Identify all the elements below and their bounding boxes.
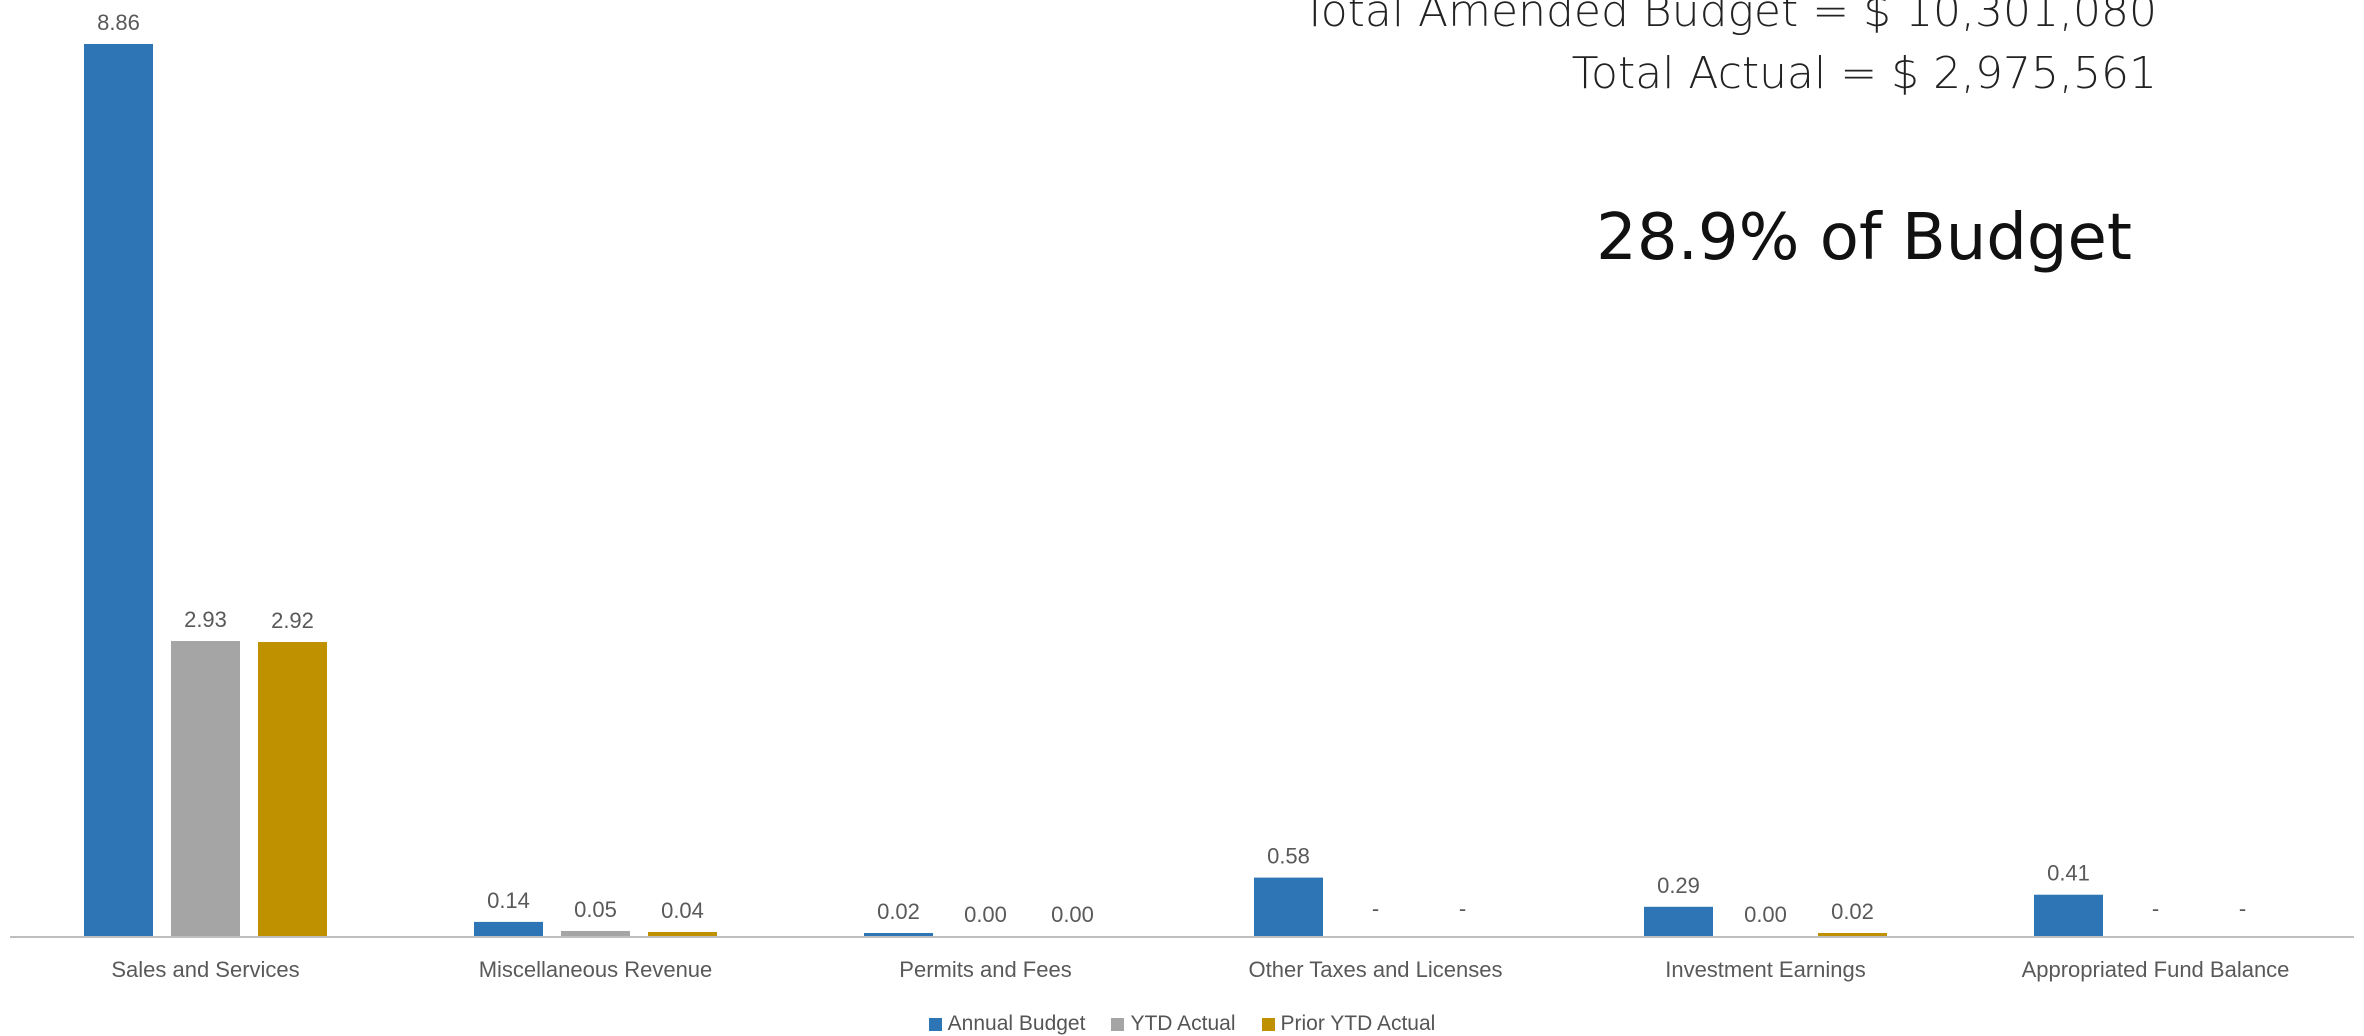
legend-item-annual-budget: Annual Budget [929, 1012, 1086, 1036]
bar [1818, 933, 1887, 936]
category-label: Other Taxes and Licenses [1249, 957, 1503, 982]
data-label: 0.05 [574, 897, 617, 922]
data-label: - [2152, 896, 2159, 921]
data-label: 0.41 [2047, 861, 2090, 886]
bar [474, 922, 543, 936]
category-label: Investment Earnings [1665, 957, 1866, 982]
category-label: Appropriated Fund Balance [2022, 957, 2290, 982]
legend-swatch-ytd-actual [1111, 1018, 1124, 1031]
category-label: Miscellaneous Revenue [479, 957, 713, 982]
legend-label: YTD Actual [1130, 1012, 1235, 1036]
data-label: - [1372, 896, 1379, 921]
data-label: 0.04 [661, 898, 704, 923]
bar [258, 642, 327, 936]
bar [561, 931, 630, 936]
category-label: Sales and Services [111, 957, 299, 982]
category-label: Permits and Fees [899, 957, 1071, 982]
data-label: 2.92 [271, 608, 314, 633]
bar [648, 932, 717, 936]
bar [84, 44, 153, 936]
data-label: 2.93 [184, 607, 227, 632]
data-label: 0.00 [1744, 902, 1787, 927]
data-label: 0.02 [877, 899, 920, 924]
bar [1644, 907, 1713, 936]
data-label: 0.00 [1051, 902, 1094, 927]
data-label: 0.14 [487, 888, 530, 913]
data-label: 0.58 [1267, 844, 1310, 869]
data-label: 0.29 [1657, 873, 1700, 898]
legend-item-prior-ytd-actual: Prior YTD Actual [1262, 1012, 1436, 1036]
chart-legend: Annual Budget YTD Actual Prior YTD Actua… [0, 1012, 2364, 1036]
data-label: 0.02 [1831, 899, 1874, 924]
legend-label: Prior YTD Actual [1281, 1012, 1436, 1036]
legend-item-ytd-actual: YTD Actual [1111, 1012, 1235, 1036]
data-label: 8.86 [97, 10, 140, 35]
bar-chart: 8.86 2.93 2.92 Sales and Services 0.14 0.05 0.… [0, 0, 2364, 1000]
legend-swatch-annual-budget [929, 1018, 942, 1031]
bar [2034, 895, 2103, 936]
legend-swatch-prior-ytd-actual [1262, 1018, 1275, 1031]
bar [1254, 878, 1323, 936]
data-label: 0.00 [964, 902, 1007, 927]
data-label: - [1459, 896, 1466, 921]
bar [864, 933, 933, 936]
bar [171, 641, 240, 936]
data-label: - [2239, 896, 2246, 921]
legend-label: Annual Budget [948, 1012, 1086, 1036]
